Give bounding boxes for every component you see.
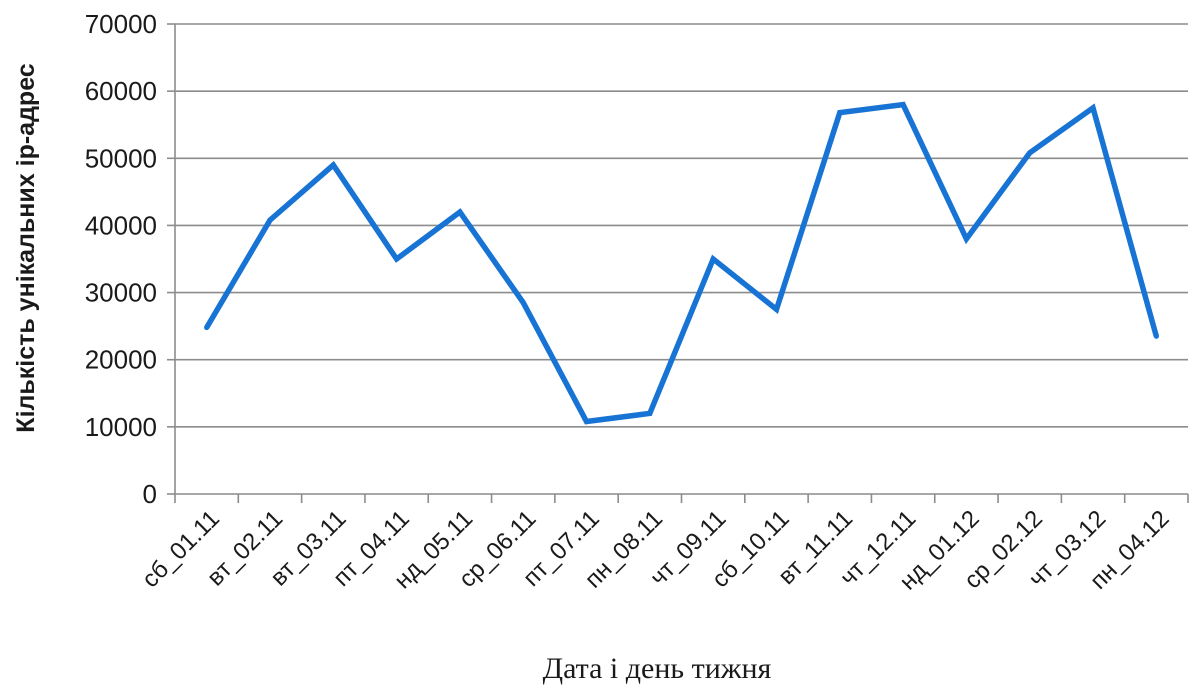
y-tick-label: 40000 — [85, 210, 157, 240]
data-point — [267, 217, 273, 223]
y-tick-label: 10000 — [85, 412, 157, 442]
y-tick-label: 50000 — [85, 143, 157, 173]
data-point — [330, 162, 336, 168]
series — [204, 101, 1159, 425]
data-point — [837, 110, 843, 116]
y-tick-label: 30000 — [85, 278, 157, 308]
data-point — [583, 418, 590, 425]
data-point — [520, 300, 526, 306]
y-tick-labels: 0 10000 20000 30000 40000 50000 60000 70000 — [85, 9, 157, 509]
gridlines — [175, 23, 1188, 428]
data-point — [647, 410, 653, 417]
data-point — [710, 256, 716, 262]
data-point — [393, 256, 400, 262]
y-tick-label: 60000 — [85, 76, 157, 106]
y-axis-label: Кількість унікальних ip-адрес — [12, 63, 40, 432]
data-point — [457, 209, 463, 215]
x-tick-labels: сб_01.11вт_02.11вт_03.11пт_04.11нд_05.11… — [137, 505, 1175, 595]
data-point — [900, 101, 906, 108]
y-tick-label: 70000 — [85, 9, 157, 39]
data-point — [963, 236, 970, 242]
data-point — [204, 324, 210, 331]
axes — [167, 23, 1189, 503]
y-tick-label: 0 — [143, 479, 157, 509]
y-tick-label: 20000 — [85, 345, 157, 375]
data-point — [1090, 105, 1096, 111]
series-line — [204, 101, 1159, 425]
data-point — [1153, 333, 1159, 339]
x-axis-label: Дата і день тижня — [543, 652, 772, 685]
data-point — [773, 306, 780, 312]
data-point — [1027, 150, 1033, 156]
